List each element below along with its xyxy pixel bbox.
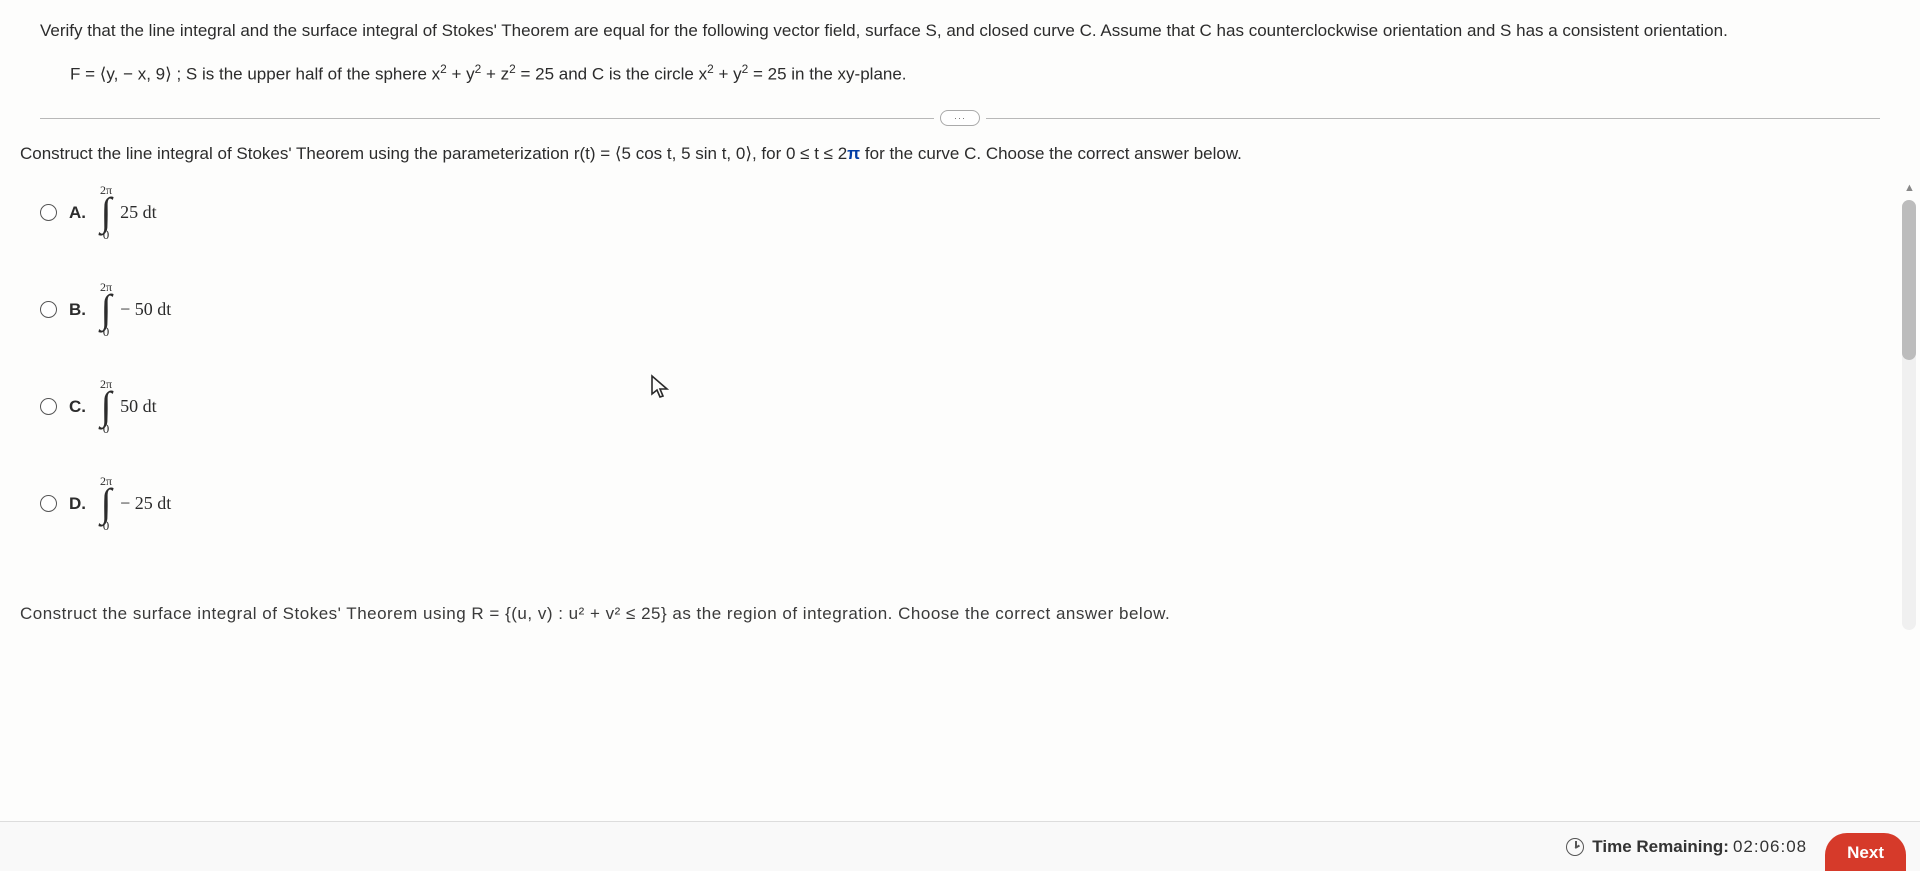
- eq-mid1: + y: [447, 64, 475, 83]
- eq-exp-3: 2: [509, 62, 516, 76]
- option-a-key: A.: [69, 203, 86, 223]
- int-sym-d: ∫: [101, 487, 112, 519]
- question-body: Construct the line integral of Stokes' T…: [0, 144, 1920, 624]
- eq-mid2: + z: [481, 64, 509, 83]
- eq-exp-1: 2: [440, 62, 447, 76]
- radio-c[interactable]: [40, 398, 57, 415]
- clock-icon: [1566, 838, 1584, 856]
- equation-line: F = ⟨y, − x, 9⟩ ; S is the upper half of…: [70, 62, 1880, 85]
- content-frame: Verify that the line integral and the su…: [0, 0, 1920, 821]
- option-a[interactable]: A. 2π ∫ 0 25 dt: [40, 184, 1880, 241]
- eq-mid4: + y: [714, 64, 742, 83]
- option-b[interactable]: B. 2π ∫ 0 − 50 dt: [40, 281, 1880, 338]
- radio-a[interactable]: [40, 204, 57, 221]
- divider-line-right: [986, 118, 1880, 119]
- vertical-scrollbar[interactable]: ▲: [1902, 200, 1916, 630]
- lower-b: 0: [103, 325, 110, 338]
- option-c[interactable]: C. 2π ∫ 0 50 dt: [40, 378, 1880, 435]
- option-d-key: D.: [69, 494, 86, 514]
- problem-statement: Verify that the line integral and the su…: [0, 0, 1920, 126]
- integrand-b: − 50 dt: [120, 299, 171, 320]
- integrand-d: − 25 dt: [120, 493, 171, 514]
- option-d-integral: 2π ∫ 0 − 25 dt: [100, 475, 171, 532]
- divider-line-left: [40, 118, 934, 119]
- int-sym-c: ∫: [101, 390, 112, 422]
- lower-d: 0: [103, 519, 110, 532]
- prompt-suffix: for the curve C. Choose the correct answ…: [860, 144, 1242, 163]
- option-a-integral: 2π ∫ 0 25 dt: [100, 184, 157, 241]
- scroll-up-arrow-icon[interactable]: ▲: [1904, 182, 1915, 194]
- radio-b[interactable]: [40, 301, 57, 318]
- divider-toggle-button[interactable]: ···: [940, 110, 980, 126]
- integral-bounds-d: 2π ∫ 0: [100, 475, 112, 532]
- pi-symbol: π: [847, 144, 860, 163]
- lower-c: 0: [103, 422, 110, 435]
- radio-d[interactable]: [40, 495, 57, 512]
- integral-bounds-a: 2π ∫ 0: [100, 184, 112, 241]
- time-label: Time Remaining:: [1592, 837, 1729, 857]
- option-b-key: B.: [69, 300, 86, 320]
- section-divider: ···: [40, 110, 1880, 126]
- scroll-thumb[interactable]: [1902, 200, 1916, 360]
- next-button[interactable]: Next: [1825, 833, 1906, 871]
- page-root: ◄ Verify that the line integral and the …: [0, 0, 1920, 871]
- mouse-cursor-icon: [650, 374, 670, 406]
- option-c-key: C.: [69, 397, 86, 417]
- answer-options: A. 2π ∫ 0 25 dt B. 2: [20, 184, 1880, 532]
- footer-bar: Time Remaining: 02:06:08 Next: [0, 821, 1920, 871]
- prompt-prefix: Construct the line integral of Stokes' T…: [20, 144, 847, 163]
- lower-a: 0: [103, 228, 110, 241]
- intro-text: Verify that the line integral and the su…: [40, 18, 1880, 44]
- eq-mid3: = 25 and C is the circle x: [516, 64, 707, 83]
- time-value: 02:06:08: [1733, 837, 1807, 857]
- option-b-integral: 2π ∫ 0 − 50 dt: [100, 281, 171, 338]
- int-sym-b: ∫: [101, 293, 112, 325]
- int-sym-a: ∫: [101, 196, 112, 228]
- eq-suffix: = 25 in the xy-plane.: [748, 64, 906, 83]
- eq-exp-4: 2: [707, 62, 714, 76]
- cutoff-next-question: Construct the surface integral of Stokes…: [20, 604, 1900, 624]
- option-d[interactable]: D. 2π ∫ 0 − 25 dt: [40, 475, 1880, 532]
- integrand-a: 25 dt: [120, 202, 157, 223]
- question-prompt: Construct the line integral of Stokes' T…: [20, 144, 1880, 164]
- time-remaining: Time Remaining: 02:06:08: [1566, 837, 1807, 857]
- integral-bounds-b: 2π ∫ 0: [100, 281, 112, 338]
- eq-prefix: F = ⟨y, − x, 9⟩ ; S is the upper half of…: [70, 64, 440, 83]
- option-c-integral: 2π ∫ 0 50 dt: [100, 378, 157, 435]
- integrand-c: 50 dt: [120, 396, 157, 417]
- integral-bounds-c: 2π ∫ 0: [100, 378, 112, 435]
